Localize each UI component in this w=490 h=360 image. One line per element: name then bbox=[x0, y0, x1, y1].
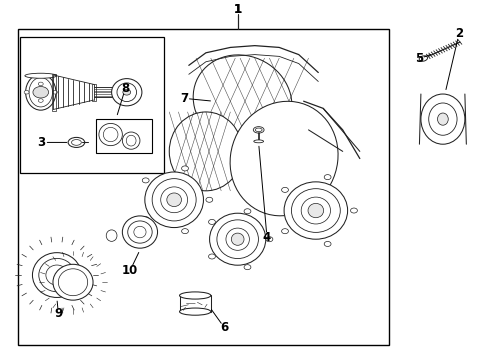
Circle shape bbox=[209, 254, 216, 259]
Text: 1: 1 bbox=[234, 3, 242, 16]
Ellipse shape bbox=[179, 308, 211, 315]
Ellipse shape bbox=[167, 193, 181, 207]
Ellipse shape bbox=[128, 221, 152, 243]
Ellipse shape bbox=[254, 140, 264, 143]
Circle shape bbox=[266, 237, 273, 242]
Text: 6: 6 bbox=[220, 321, 229, 334]
Bar bbox=[51, 74, 56, 111]
Ellipse shape bbox=[39, 258, 75, 292]
Circle shape bbox=[33, 86, 49, 98]
Bar bbox=[96, 119, 152, 153]
Ellipse shape bbox=[58, 269, 88, 296]
Bar bbox=[18, 30, 389, 345]
Ellipse shape bbox=[134, 226, 146, 238]
Bar bbox=[179, 296, 211, 312]
Ellipse shape bbox=[429, 103, 457, 135]
Bar bbox=[92, 84, 96, 101]
Text: 4: 4 bbox=[263, 231, 271, 244]
Text: 2: 2 bbox=[455, 27, 463, 40]
Text: 3: 3 bbox=[38, 136, 46, 149]
Ellipse shape bbox=[226, 228, 249, 250]
Circle shape bbox=[142, 217, 149, 222]
Ellipse shape bbox=[152, 179, 196, 221]
Ellipse shape bbox=[25, 74, 56, 110]
Ellipse shape bbox=[421, 94, 465, 144]
Ellipse shape bbox=[230, 101, 338, 216]
Text: 10: 10 bbox=[122, 264, 138, 277]
Circle shape bbox=[206, 197, 213, 202]
Ellipse shape bbox=[253, 127, 264, 133]
Circle shape bbox=[38, 99, 43, 102]
Circle shape bbox=[282, 229, 289, 234]
Ellipse shape bbox=[72, 140, 81, 145]
Circle shape bbox=[244, 265, 251, 270]
Text: 7: 7 bbox=[180, 92, 188, 105]
Circle shape bbox=[142, 178, 149, 183]
Ellipse shape bbox=[122, 216, 158, 248]
Circle shape bbox=[38, 82, 43, 86]
Ellipse shape bbox=[438, 113, 448, 125]
Circle shape bbox=[244, 209, 251, 214]
Ellipse shape bbox=[53, 264, 93, 300]
Ellipse shape bbox=[419, 56, 427, 61]
Circle shape bbox=[52, 90, 57, 94]
Circle shape bbox=[123, 89, 131, 95]
Ellipse shape bbox=[217, 220, 258, 258]
Circle shape bbox=[182, 229, 189, 234]
Ellipse shape bbox=[255, 128, 262, 132]
Ellipse shape bbox=[106, 230, 117, 241]
Ellipse shape bbox=[161, 187, 188, 213]
Ellipse shape bbox=[117, 83, 137, 102]
Ellipse shape bbox=[292, 189, 340, 233]
Text: 1: 1 bbox=[234, 3, 242, 15]
Ellipse shape bbox=[103, 127, 118, 142]
Circle shape bbox=[209, 220, 216, 224]
Ellipse shape bbox=[112, 78, 142, 106]
Ellipse shape bbox=[32, 253, 81, 297]
Circle shape bbox=[350, 208, 357, 213]
Text: 5: 5 bbox=[415, 53, 423, 66]
Circle shape bbox=[182, 166, 189, 171]
Ellipse shape bbox=[46, 265, 68, 285]
Ellipse shape bbox=[193, 55, 292, 148]
Ellipse shape bbox=[169, 112, 243, 191]
Circle shape bbox=[24, 90, 29, 94]
Ellipse shape bbox=[29, 77, 52, 107]
Text: 8: 8 bbox=[121, 82, 129, 95]
Ellipse shape bbox=[284, 182, 347, 239]
Circle shape bbox=[324, 175, 331, 180]
Ellipse shape bbox=[210, 213, 266, 265]
Ellipse shape bbox=[122, 132, 140, 149]
Ellipse shape bbox=[25, 73, 57, 78]
Ellipse shape bbox=[68, 138, 85, 148]
Ellipse shape bbox=[145, 172, 203, 228]
Ellipse shape bbox=[301, 197, 331, 224]
Ellipse shape bbox=[308, 203, 324, 218]
Ellipse shape bbox=[99, 123, 122, 146]
Text: 9: 9 bbox=[54, 307, 63, 320]
Circle shape bbox=[282, 187, 289, 192]
Ellipse shape bbox=[179, 292, 211, 299]
Ellipse shape bbox=[126, 135, 136, 146]
Ellipse shape bbox=[231, 233, 244, 245]
Circle shape bbox=[324, 242, 331, 247]
Bar bbox=[20, 37, 164, 173]
